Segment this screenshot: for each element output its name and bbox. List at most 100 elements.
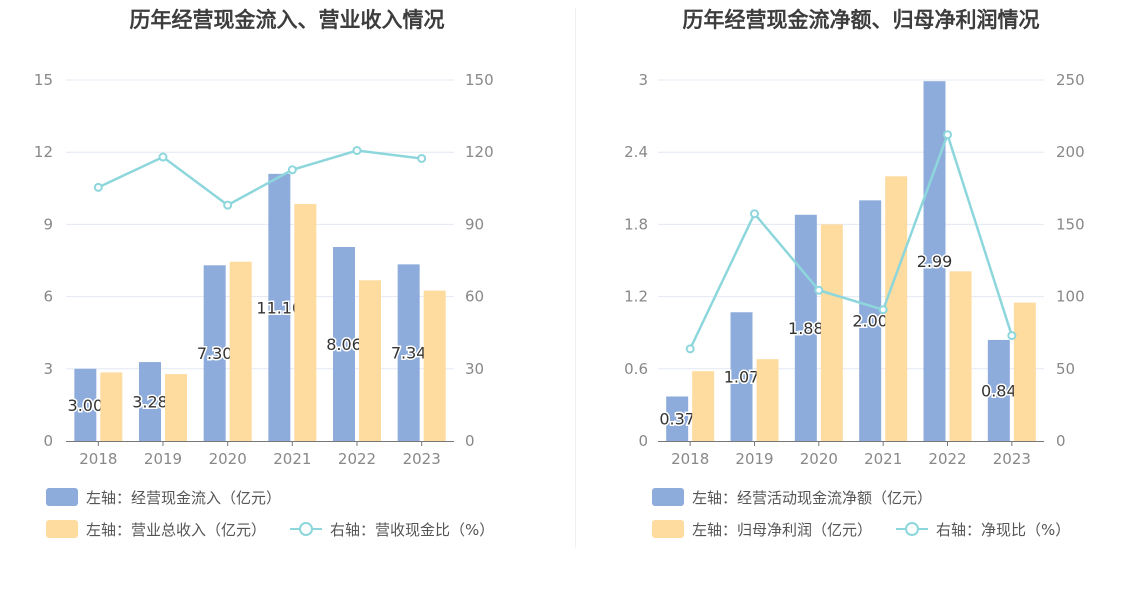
bar-secondary (165, 374, 187, 441)
bar-primary (203, 265, 226, 441)
bar-data-label: 3.28 (132, 393, 168, 412)
line-point (943, 130, 952, 140)
legend-label-net-cash-ratio: 右轴：净现比（%） (936, 520, 1071, 539)
bar-secondary (820, 224, 843, 441)
y-left-tick-label: 6 (43, 288, 53, 306)
x-tick-label: 2018 (79, 450, 117, 468)
legend-label-net-operating-cash: 左轴：经营活动现金流净额（亿元） (692, 488, 933, 507)
bar-primary (74, 368, 97, 441)
legend-item-net-operating-cash[interactable]: 左轴：经营活动现金流净额（亿元） (652, 487, 932, 508)
bar-secondary (294, 203, 317, 441)
y-right-tick-label: 150 (1056, 215, 1085, 233)
legend-line-icon (896, 520, 929, 538)
legend-item-net-cash-ratio[interactable]: 右轴：净现比（%） (896, 519, 1070, 540)
y-right-tick-label: 150 (465, 71, 494, 89)
y-right-tick-label: 90 (465, 215, 484, 233)
y-left-tick-label: 15 (34, 71, 53, 89)
x-tick-label: 2022 (928, 450, 966, 468)
legend-label-total-revenue: 左轴：营业总收入（亿元） (86, 520, 267, 539)
bar-primary (987, 339, 1010, 441)
legend-item-total-revenue[interactable]: 左轴：营业总收入（亿元） (46, 519, 266, 540)
bar-primary (859, 200, 882, 441)
y-left-tick-label: 3 (43, 360, 53, 378)
bar-data-label: 0.84 (981, 381, 1017, 400)
bar-primary (139, 362, 161, 441)
y-right-tick-label: 200 (1056, 143, 1085, 161)
bar-primary (397, 264, 420, 441)
legend-swatch-net-profit (652, 520, 684, 538)
legend-swatch-cash-inflow (46, 488, 78, 506)
bar-data-label: 3.00 (68, 396, 104, 415)
x-tick-label: 2020 (800, 450, 838, 468)
y-right-tick-label: 250 (1056, 71, 1085, 89)
line-point (750, 209, 759, 219)
legend-label-cash-revenue-ratio: 右轴：营收现金比（%） (330, 520, 495, 539)
bar-data-label: 1.88 (788, 319, 824, 338)
y-left-tick-label: 0.6 (624, 360, 648, 378)
line-point (352, 146, 362, 156)
bar-data-label: 0.37 (659, 410, 695, 429)
line-point (814, 285, 824, 295)
bar-data-label: 2.00 (852, 312, 888, 331)
x-tick-label: 2022 (338, 450, 376, 468)
bar-data-label: 1.07 (724, 368, 760, 387)
bar-secondary (692, 371, 715, 441)
bar-primary (333, 247, 355, 441)
y-left-tick-label: 9 (43, 215, 53, 233)
x-tick-label: 2019 (144, 450, 182, 468)
y-left-tick-label: 0 (43, 432, 53, 450)
bar-data-label: 8.06 (326, 335, 362, 354)
bar-secondary (949, 271, 972, 441)
bar-secondary (885, 176, 908, 441)
bar-primary (666, 396, 689, 441)
line-point (417, 153, 427, 163)
legend-label-net-profit: 左轴：归母净利润（亿元） (692, 520, 873, 539)
line-series (689, 130, 1014, 350)
y-right-tick-label: 0 (465, 432, 475, 450)
panel-divider (575, 8, 576, 548)
legend-item-cash-revenue-ratio[interactable]: 右轴：营收现金比（%） (290, 519, 494, 540)
chart-canvas: 03691215030609012015020183.0020193.28202… (34, 71, 494, 468)
legend-item-net-profit[interactable]: 左轴：归母净利润（亿元） (652, 519, 872, 540)
line-point (223, 200, 233, 210)
legend-row-2: 左轴：营业总收入（亿元） 右轴：营收现金比（%） (46, 519, 518, 539)
line-point (1007, 331, 1017, 341)
chart-canvas: 0 0.6 1.2 1.8 2.4 3 0 50 100 150 200 250 2018 0.37 201… (624, 71, 1085, 468)
bar-secondary (100, 372, 123, 441)
y-left-tick-label: 1.2 (624, 288, 648, 306)
y-right-tick-label: 120 (465, 143, 494, 161)
x-tick-label: 2019 (735, 450, 773, 468)
chart-title: 历年经营现金流净额、归母净利润情况 (682, 8, 1040, 32)
bar-data-label: 11.10 (256, 298, 302, 317)
bar-secondary (1013, 302, 1036, 441)
legend-row-1: 左轴：经营现金流入（亿元） (46, 487, 305, 507)
x-tick-label: 2021 (864, 450, 902, 468)
bar-secondary (756, 359, 779, 441)
bar-primary (794, 214, 817, 441)
bar-secondary (359, 280, 381, 441)
bar-primary (730, 312, 753, 441)
y-left-tick-label: 2.4 (624, 143, 648, 161)
legend-label-cash-inflow: 左轴：经营现金流入（亿元） (86, 488, 282, 507)
x-tick-label: 2020 (209, 450, 247, 468)
line-point (878, 305, 888, 315)
y-left-tick-label: 0 (638, 432, 648, 450)
legend-row-2: 左轴：归母净利润（亿元） 右轴：净现比（%） (652, 519, 1094, 539)
legend-row-1: 左轴：经营活动现金流净额（亿元） (652, 487, 956, 507)
y-left-tick-label: 1.8 (624, 215, 648, 233)
y-right-tick-label: 30 (465, 360, 484, 378)
bar-secondary (423, 290, 446, 441)
x-tick-label: 2023 (993, 450, 1031, 468)
y-left-tick-label: 12 (34, 143, 53, 161)
legend-item-cash-inflow[interactable]: 左轴：经营现金流入（亿元） (46, 487, 281, 508)
chart-panel-operating-cash-inflow: 历年经营现金流入、营业收入情况 0 3 6 9 12 15 0 30 60 90 120 150 201… (34, 8, 518, 539)
bar-primary (268, 173, 291, 442)
y-left-tick-label: 3 (638, 71, 648, 89)
bar-data-label: 7.30 (197, 344, 233, 363)
y-right-tick-label: 60 (465, 288, 484, 306)
bar-data-label: 2.99 (917, 252, 953, 271)
y-right-tick-label: 0 (1056, 432, 1066, 450)
line-point (287, 165, 297, 175)
bar-data-label: 7.34 (391, 344, 427, 363)
legend-swatch-net-operating-cash (652, 488, 684, 506)
